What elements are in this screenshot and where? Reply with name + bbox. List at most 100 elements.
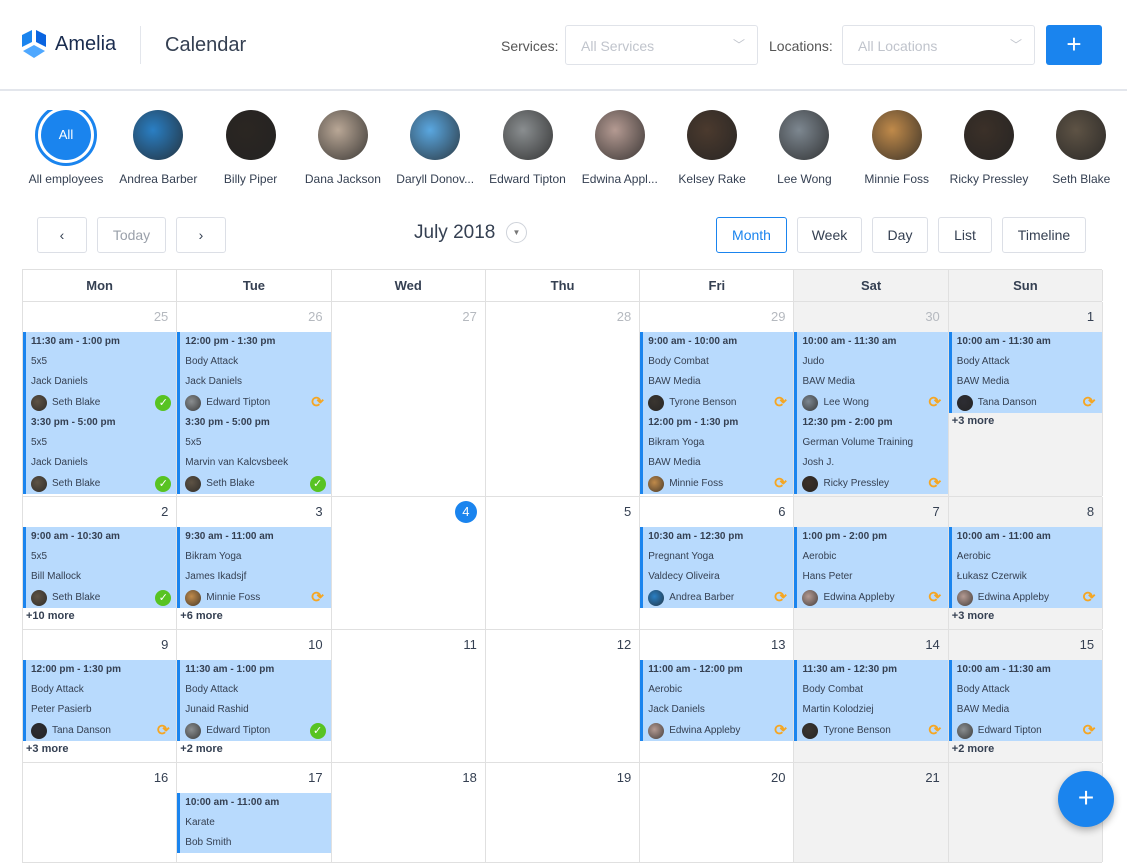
services-select[interactable]: All Services ﹀ <box>565 25 758 65</box>
employee-filter-item[interactable]: All All employees <box>20 110 112 186</box>
employee-filter-item[interactable]: Dana Jackson <box>297 110 389 186</box>
appointment[interactable]: 9:00 am - 10:00 am Body Combat BAW Media Ty… <box>640 332 794 413</box>
more-link[interactable]: +3 more <box>951 415 995 427</box>
appointment-employee: Andrea Barber ⟳ <box>648 587 788 608</box>
approved-check-icon: ✓ <box>155 590 172 606</box>
appointment-time: 10:00 am - 11:00 am <box>185 797 280 808</box>
appointment[interactable]: 10:00 am - 11:00 am Aerobic Łukasz Czerwik… <box>948 527 1103 608</box>
day-cell[interactable]: 8 10:00 am - 11:00 am Aerobic Łukasz Czerwi… <box>948 497 1104 629</box>
appointment[interactable]: 11:30 am - 1:00 pm Body Attack Junaid Rash… <box>177 660 331 741</box>
day-cell[interactable]: 7 1:00 pm - 2:00 pm Aerobic Hans Peter Edwin… <box>794 497 949 629</box>
appointment-service: Aerobic <box>648 684 683 695</box>
view-day[interactable]: Day <box>872 217 928 253</box>
employee-name: Minnie Foss <box>864 172 930 186</box>
employee-filter-item[interactable]: Billy Piper <box>205 110 297 186</box>
month-dropdown-icon[interactable]: ▼ <box>506 222 527 243</box>
day-number: 12 <box>486 630 639 660</box>
pending-sync-icon: ⟳ <box>774 475 787 492</box>
employee-filter-item[interactable]: Seth Blake <box>1035 110 1127 186</box>
employee-name: Ricky Pressley <box>949 172 1029 186</box>
employee-filter-item[interactable]: Lee Wong <box>758 110 850 186</box>
day-cell[interactable]: 13 11:00 am - 12:00 pm Aerobic Jack Daniels… <box>640 630 795 762</box>
employee-filter-item[interactable]: Edward Tipton <box>482 110 574 186</box>
day-cell[interactable]: 19 <box>486 763 641 862</box>
appointment[interactable]: 1:00 pm - 2:00 pm Aerobic Hans Peter Edwina… <box>794 527 948 608</box>
appointment[interactable]: 12:00 pm - 1:30 pm Body Attack Jack Daniel… <box>177 332 331 413</box>
day-cell[interactable]: 2 9:00 am - 10:30 am 5x5 Bill Mallock Seth B… <box>23 497 178 629</box>
appointment[interactable]: 10:00 am - 11:30 am Body Attack BAW Media E… <box>948 660 1103 741</box>
prev-button[interactable]: ‹ <box>37 217 87 253</box>
day-cell[interactable]: 26 12:00 pm - 1:30 pm Body Attack Jack Dani… <box>177 302 332 496</box>
more-link[interactable]: +10 more <box>26 610 75 622</box>
day-cell[interactable]: 16 <box>23 763 178 862</box>
more-link[interactable]: +3 more <box>951 610 995 622</box>
more-link[interactable]: +6 more <box>180 610 223 622</box>
day-cell[interactable]: 29 9:00 am - 10:00 am Body Combat BAW Media… <box>640 302 795 496</box>
appointment[interactable]: 12:30 pm - 2:00 pm German Volume Training… <box>794 413 948 494</box>
appointment-customer: BAW Media <box>648 376 701 387</box>
day-cell[interactable]: 25 11:30 am - 1:00 pm 5x5 Jack Daniels Seth … <box>23 302 178 496</box>
day-cell[interactable]: 9 12:00 pm - 1:30 pm Body Attack Peter Pasi… <box>23 630 178 762</box>
brand-logo[interactable]: Amelia <box>21 30 116 58</box>
add-appointment-button[interactable]: + <box>1046 25 1102 65</box>
employee-avatar <box>185 394 202 411</box>
appointment[interactable]: 9:00 am - 10:30 am 5x5 Bill Mallock Seth Bl… <box>23 527 177 608</box>
next-button[interactable]: › <box>176 217 226 253</box>
day-cell[interactable]: 14 11:30 am - 12:30 pm Body Combat Martin K… <box>794 630 949 762</box>
appointment[interactable]: 10:30 am - 12:30 pm Pregnant Yoga Valdecy … <box>640 527 794 608</box>
day-cell[interactable]: 1 10:00 am - 11:30 am Body Attack BAW Media… <box>948 302 1104 496</box>
day-cell[interactable]: 18 <box>332 763 486 862</box>
appointment[interactable]: 3:30 pm - 5:00 pm 5x5 Jack Daniels Seth Bla… <box>23 413 177 494</box>
appointment[interactable]: 10:00 am - 11:00 am Karate Bob Smith <box>177 793 331 853</box>
more-link[interactable]: +2 more <box>180 743 223 755</box>
employee-name: Dana Jackson <box>304 172 381 186</box>
day-cell[interactable]: 20 <box>640 763 795 862</box>
employee-name: Tana Danson <box>977 396 1037 408</box>
locations-select[interactable]: All Locations ﹀ <box>842 25 1035 65</box>
day-number-text: 14 <box>925 637 940 652</box>
employee-filter-item[interactable]: Kelsey Rake <box>666 110 758 186</box>
day-cell[interactable]: 10 11:30 am - 1:00 pm Body Attack Junaid Ra… <box>177 630 332 762</box>
appointment[interactable]: 12:00 pm - 1:30 pm Body Attack Peter Pasie… <box>23 660 177 741</box>
day-cell[interactable]: 11 <box>332 630 486 762</box>
day-cell[interactable]: 5 <box>486 497 641 629</box>
avatar <box>594 110 645 160</box>
more-link[interactable]: +2 more <box>951 743 995 755</box>
day-number-text: 11 <box>463 637 477 652</box>
appointment-customer: Peter Pasierb <box>31 704 92 715</box>
day-cell[interactable]: 3 9:30 am - 11:00 am Bikram Yoga James Ikad… <box>177 497 332 629</box>
appointment[interactable]: 10:00 am - 11:30 am Judo BAW Media Lee Wong… <box>794 332 948 413</box>
day-cell[interactable]: 21 <box>794 763 949 862</box>
day-number: 5 <box>486 497 639 527</box>
view-timeline[interactable]: Timeline <box>1002 217 1086 253</box>
day-cell[interactable]: 17 10:00 am - 11:00 am Karate Bob Smith <box>177 763 332 862</box>
day-cell[interactable]: 6 10:30 am - 12:30 pm Pregnant Yoga Valdecy… <box>640 497 795 629</box>
employee-filter-item[interactable]: Daryll Donov... <box>389 110 481 186</box>
appointment[interactable]: 10:00 am - 11:30 am Body Attack BAW Media T… <box>948 332 1103 413</box>
appointment[interactable]: 11:00 am - 12:00 pm Aerobic Jack Daniels Ed… <box>640 660 794 741</box>
view-week[interactable]: Week <box>797 217 862 253</box>
appointment[interactable]: 12:00 pm - 1:30 pm Bikram Yoga BAW Media Mi… <box>640 413 794 494</box>
day-cell[interactable]: 28 <box>486 302 641 496</box>
appointment[interactable]: 9:30 am - 11:00 am Bikram Yoga James Ikads… <box>177 527 331 608</box>
appointment[interactable]: 11:30 am - 12:30 pm Body Combat Martin Kol… <box>794 660 948 741</box>
view-month[interactable]: Month <box>716 217 787 253</box>
employee-filter-item[interactable]: Minnie Foss <box>851 110 943 186</box>
view-list[interactable]: List <box>938 217 992 253</box>
employee-filter-item[interactable]: Edwina Appl... <box>574 110 666 186</box>
day-cell[interactable]: 12 <box>486 630 641 762</box>
avatar <box>687 110 738 160</box>
avatar <box>1056 110 1107 160</box>
employee-filter-item[interactable]: Ricky Pressley <box>943 110 1035 186</box>
day-cell[interactable]: 15 10:00 am - 11:30 am Body Attack BAW Medi… <box>948 630 1104 762</box>
appointment[interactable]: 11:30 am - 1:00 pm 5x5 Jack Daniels Seth Bl… <box>23 332 177 413</box>
appointment[interactable]: 3:30 pm - 5:00 pm 5x5 Marvin van Kalcvsbee… <box>177 413 331 494</box>
more-link[interactable]: +3 more <box>26 743 69 755</box>
today-button[interactable]: Today <box>97 217 166 253</box>
day-cell[interactable]: 27 <box>332 302 486 496</box>
employee-avatar <box>185 589 202 606</box>
add-fab-button[interactable]: + <box>1058 771 1114 827</box>
day-cell[interactable]: 30 10:00 am - 11:30 am Judo BAW Media Lee Wo… <box>794 302 949 496</box>
day-cell[interactable]: 4 <box>332 497 486 629</box>
employee-filter-item[interactable]: Andrea Barber <box>112 110 204 186</box>
